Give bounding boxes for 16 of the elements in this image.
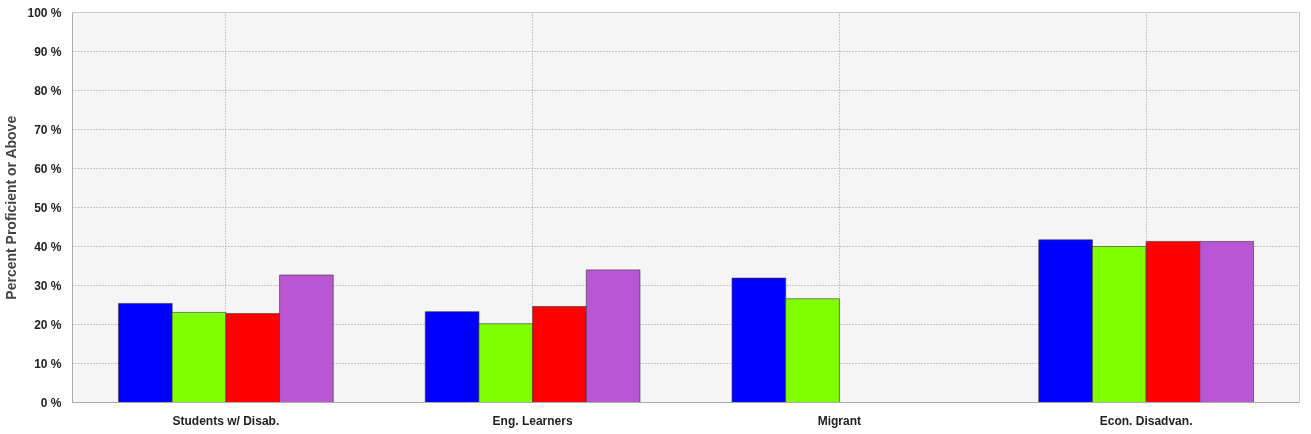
y-tick-label: 40 % [34, 239, 62, 254]
x-tick-label: Students w/ Disab. [172, 413, 280, 428]
y-axis-title: Percent Proficient or Above [3, 115, 20, 300]
y-tick-label: 10 % [34, 356, 62, 371]
y-tick-label: 50 % [34, 200, 62, 215]
y-tick-label: 100 % [27, 5, 62, 20]
y-tick-label: 60 % [34, 161, 62, 176]
x-tick-label: Eng. Learners [492, 413, 573, 428]
y-tick-label: 0 % [40, 395, 62, 410]
y-tick-label: 80 % [34, 83, 62, 98]
y-tick-label: 20 % [34, 317, 62, 332]
x-tick-label: Econ. Disadvan. [1099, 413, 1193, 428]
x-tick-label: Migrant [817, 413, 862, 428]
y-tick-label: 30 % [34, 278, 62, 293]
y-tick-label: 90 % [34, 44, 62, 59]
y-tick-label: 70 % [34, 122, 62, 137]
